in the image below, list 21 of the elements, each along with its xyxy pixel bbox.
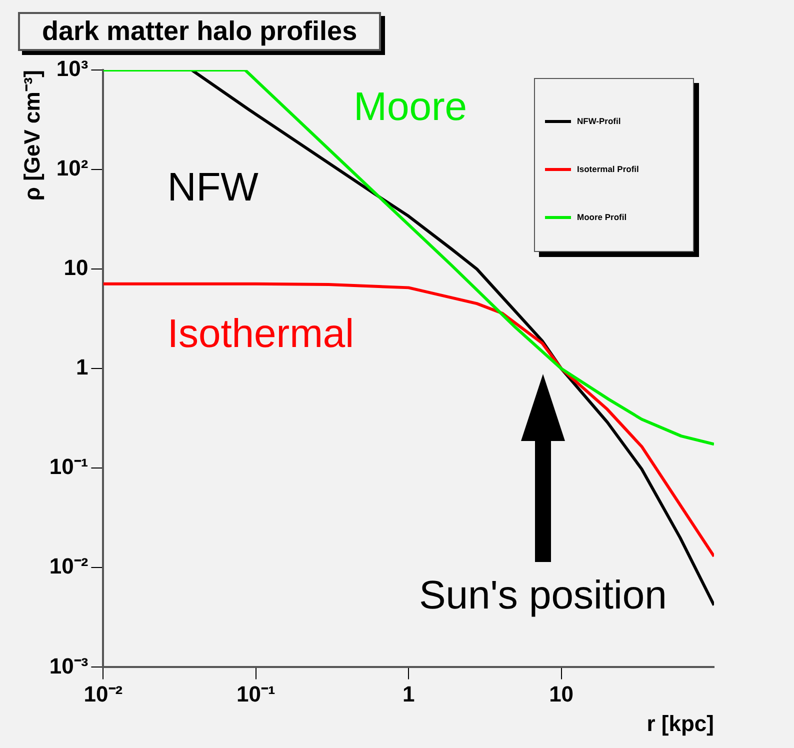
legend-label: Moore Profil [577, 212, 627, 222]
legend-label: Isotermal Profil [577, 164, 639, 174]
annotation: Moore [354, 84, 468, 129]
y-tick-label: 1 [76, 354, 88, 380]
annotation: Isothermal [167, 312, 354, 356]
x-tick-label: 10⁻² [84, 681, 123, 706]
x-axis-title: r [kpc] [646, 710, 714, 736]
y-tick-label: 10⁻³ [49, 653, 88, 678]
x-tick-label: 1 [402, 681, 415, 706]
y-axis-title: ρ [GeV cm⁻³] [19, 70, 44, 201]
y-tick-label: 10⁻¹ [49, 454, 88, 480]
annotation: Sun's position [419, 573, 667, 618]
legend-label: NFW-Profil [577, 116, 621, 126]
chart-title: dark matter halo profiles [18, 12, 382, 51]
y-tick-label: 10 [64, 255, 88, 280]
y-tick-label: 10² [56, 156, 88, 181]
x-tick-label: 10⁻¹ [236, 681, 276, 706]
x-tick-label: 10 [549, 681, 574, 706]
y-tick-label: 10⁻² [49, 554, 88, 579]
y-tick-label: 10³ [56, 56, 88, 82]
annotation: NFW [167, 165, 259, 210]
